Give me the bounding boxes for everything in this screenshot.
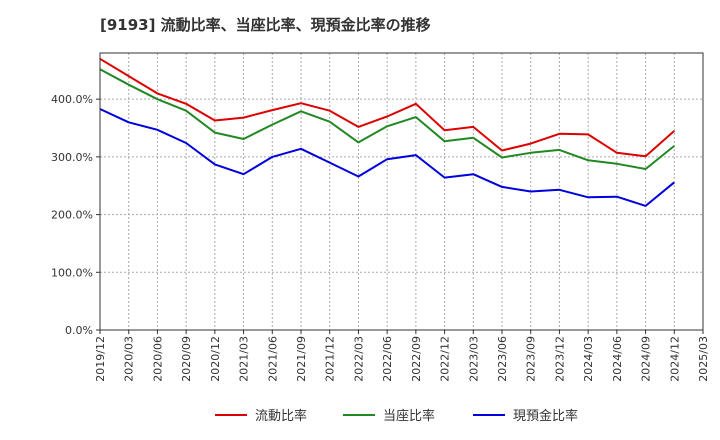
y-axis: 0.0% 100.0% 200.0% 300.0% 400.0% — [51, 93, 100, 337]
x-tick-label: 2019/12 — [94, 336, 107, 382]
x-tick-label: 2020/09 — [180, 336, 193, 382]
x-tick-label: 2022/12 — [439, 336, 452, 382]
series-line-2 — [99, 68, 675, 170]
x-tick-label: 2022/03 — [352, 336, 365, 382]
x-tick-label: 2021/09 — [295, 336, 308, 382]
x-tick-label: 2020/12 — [209, 336, 222, 382]
x-tick-label: 2022/06 — [381, 336, 394, 382]
y-tick-label: 0.0% — [65, 324, 93, 337]
x-tick-label: 2023/06 — [496, 336, 509, 382]
y-tick-label: 100.0% — [51, 266, 93, 279]
y-tick-label: 300.0% — [51, 151, 93, 164]
y-tick-label: 200.0% — [51, 209, 93, 222]
x-tick-label: 2022/09 — [410, 336, 423, 382]
legend: 流動比率 当座比率 現預金比率 — [215, 408, 578, 424]
legend-label-1: 流動比率 — [255, 408, 307, 424]
plot-area — [100, 53, 703, 330]
legend-label-3: 現預金比率 — [513, 408, 578, 424]
x-tick-label: 2021/03 — [238, 336, 251, 382]
x-tick-label: 2021/06 — [266, 336, 279, 382]
x-tick-label: 2024/12 — [668, 336, 681, 382]
x-tick-label: 2023/09 — [525, 336, 538, 382]
x-tick-label: 2020/06 — [151, 336, 164, 382]
x-axis: 2019/12 2020/03 2020/06 2020/09 2020/12 2021/… — [94, 330, 710, 382]
x-tick-label: 2021/12 — [324, 336, 337, 382]
x-tick-label: 2023/12 — [553, 336, 566, 382]
x-tick-label: 2024/09 — [640, 336, 653, 382]
x-tick-label: 2024/06 — [611, 336, 624, 382]
series-line-1 — [99, 57, 675, 158]
x-tick-label: 2025/03 — [697, 336, 710, 382]
series-line-3 — [99, 108, 675, 207]
plot-frame — [99, 52, 704, 331]
legend-label-2: 当座比率 — [383, 408, 435, 424]
series-lines — [99, 57, 675, 207]
x-tick-label: 2020/03 — [123, 336, 136, 382]
chart-title: [9193] 流動比率、当座比率、現預金比率の推移 — [100, 16, 431, 34]
x-tick-label: 2024/03 — [582, 336, 595, 382]
y-tick-label: 400.0% — [51, 93, 93, 106]
x-tick-label: 2023/03 — [467, 336, 480, 382]
